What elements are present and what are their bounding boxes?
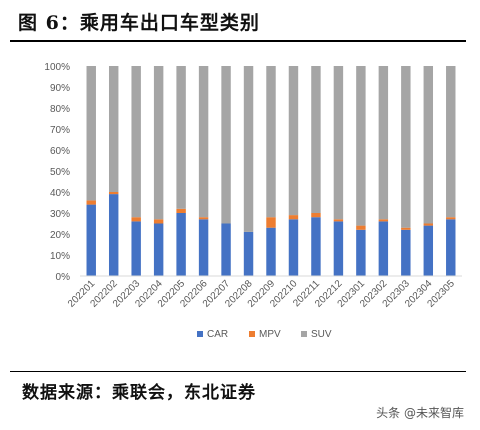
bar-segment-suv: [311, 66, 321, 213]
y-tick-label: 0%: [56, 272, 71, 283]
bar-segment-mpv: [401, 227, 411, 230]
bar-segment-mpv: [288, 215, 299, 220]
bar-segment-suv: [198, 66, 209, 218]
bar-segment-car: [176, 213, 186, 276]
bar-segment-suv: [243, 66, 254, 232]
y-tick-label: 100%: [44, 62, 70, 73]
bar-segment-suv: [288, 66, 299, 216]
x-axis: 2022012022022022032022042022052022062022…: [66, 275, 462, 310]
bar-segment-mpv: [266, 217, 276, 228]
bar-segment-suv: [446, 66, 456, 218]
legend-swatch-car: [197, 331, 203, 337]
bar-segment-car: [378, 221, 389, 276]
bar-segment-mpv: [333, 219, 344, 222]
bar-segment-car: [86, 204, 96, 276]
y-tick-label: 60%: [50, 146, 70, 157]
bar-segment-mpv: [176, 208, 186, 213]
bar-segment-car: [108, 194, 119, 276]
bar-segment-mpv: [131, 217, 141, 222]
y-tick-label: 70%: [50, 125, 70, 136]
watermark: 头条 @未来智库: [376, 406, 464, 420]
legend-label-mpv: MPV: [259, 329, 281, 340]
bar-segment-car: [356, 229, 366, 276]
bar-segment-mpv: [153, 219, 164, 224]
source-rule: [10, 371, 466, 372]
bar-segment-car: [423, 225, 434, 276]
bar-segment-suv: [131, 66, 141, 218]
bar-segment-car: [131, 221, 141, 276]
bar-segment-mpv: [378, 219, 389, 222]
bar-segment-suv: [333, 66, 344, 220]
bar-segment-suv: [176, 66, 186, 209]
legend-label-car: CAR: [207, 329, 228, 340]
bar-segment-suv: [221, 66, 231, 224]
bar-segment-car: [288, 219, 299, 276]
legend-swatch-mpv: [249, 331, 255, 337]
legend: CAR MPV SUV: [197, 329, 332, 340]
bars: [86, 66, 456, 276]
bar-segment-mpv: [356, 225, 366, 230]
bar-segment-car: [446, 219, 456, 276]
bar-segment-car: [333, 221, 344, 276]
y-tick-label: 30%: [50, 209, 70, 220]
chart-title: 图 6：乘用车出口车型类别: [18, 12, 260, 34]
source-note: 数据来源：乘联会，东北证券: [22, 383, 256, 403]
bar-segment-car: [221, 223, 231, 276]
bar-segment-suv: [153, 66, 164, 220]
bar-segment-mpv: [86, 200, 96, 205]
y-tick-label: 10%: [50, 251, 70, 262]
bar-segment-car: [266, 227, 276, 276]
bar-segment-car: [153, 223, 164, 276]
y-tick-label: 20%: [50, 230, 70, 241]
bar-segment-car: [243, 231, 254, 276]
title-rule: [10, 40, 466, 42]
bar-segment-suv: [86, 66, 96, 201]
y-axis: 0% 10% 20% 30% 40% 50% 60% 70% 80% 90% 100%: [44, 62, 70, 283]
bar-segment-mpv: [108, 192, 119, 195]
bar-segment-suv: [423, 66, 434, 224]
bar-segment-mpv: [311, 213, 321, 218]
y-tick-label: 50%: [50, 167, 70, 178]
legend-label-suv: SUV: [311, 329, 332, 340]
y-tick-label: 40%: [50, 188, 70, 199]
bar-segment-mpv: [446, 217, 456, 220]
bar-segment-suv: [401, 66, 411, 228]
bar-segment-car: [198, 219, 209, 276]
bar-segment-suv: [266, 66, 276, 218]
bar-segment-mpv: [423, 223, 434, 226]
legend-swatch-suv: [301, 331, 307, 337]
bar-segment-suv: [356, 66, 366, 226]
y-tick-label: 80%: [50, 104, 70, 115]
bar-segment-car: [401, 229, 411, 276]
bar-segment-suv: [378, 66, 389, 220]
y-tick-label: 90%: [50, 83, 70, 94]
bar-segment-suv: [108, 66, 119, 192]
bar-segment-car: [311, 217, 321, 276]
bar-segment-mpv: [198, 217, 209, 220]
